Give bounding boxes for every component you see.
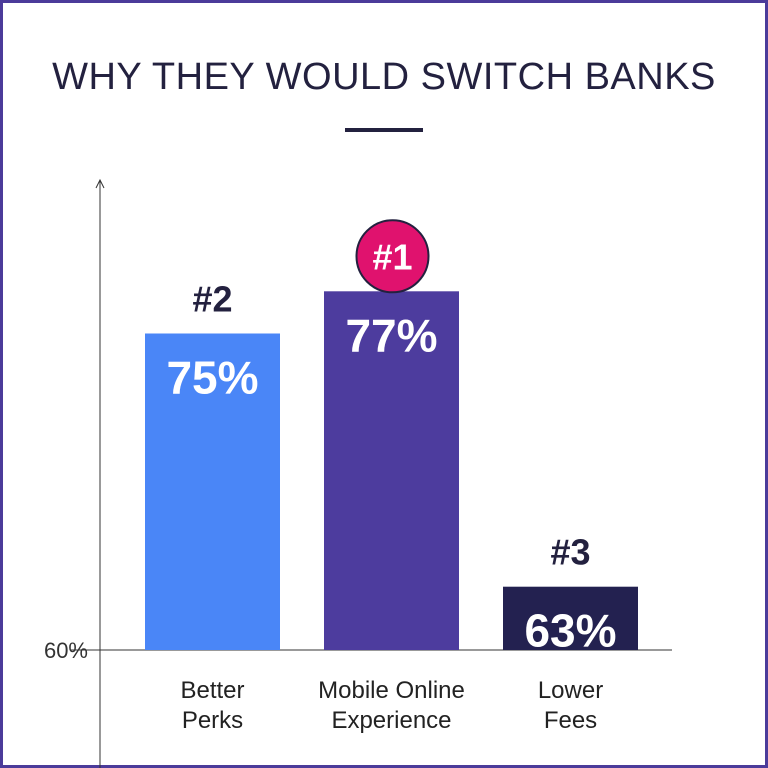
rank-label-3: #3 xyxy=(550,532,590,573)
category-label-2-line-2: Experience xyxy=(331,707,451,734)
category-label-1-line-2: Perks xyxy=(182,707,243,734)
value-label-2: 77% xyxy=(345,309,437,361)
value-label-3: 63% xyxy=(524,605,616,657)
rank-label-2: #1 xyxy=(372,236,412,277)
chart-title: WHY THEY WOULD SWITCH BANKS xyxy=(52,56,716,98)
baseline-tick-label: 60% xyxy=(44,638,88,663)
bar-3 xyxy=(503,586,638,650)
bar-group xyxy=(145,291,638,650)
category-label-3-line-1: Lower xyxy=(538,677,603,704)
y-axis-arrow xyxy=(95,178,105,189)
category-label-1-line-1: Better xyxy=(180,677,244,704)
bar-1 xyxy=(145,333,280,650)
bar-2 xyxy=(324,291,459,650)
category-label-3-line-2: Fees xyxy=(544,707,597,734)
category-label-2-line-1: Mobile Online xyxy=(318,677,465,704)
rank-label-1: #2 xyxy=(192,279,232,320)
value-label-1: 75% xyxy=(166,352,258,404)
rank-badge-circle xyxy=(355,219,430,294)
title-underline xyxy=(345,128,423,132)
label-group: 75% #2 Better Perks 77% #1 Mobile Online Experi… xyxy=(166,219,617,734)
